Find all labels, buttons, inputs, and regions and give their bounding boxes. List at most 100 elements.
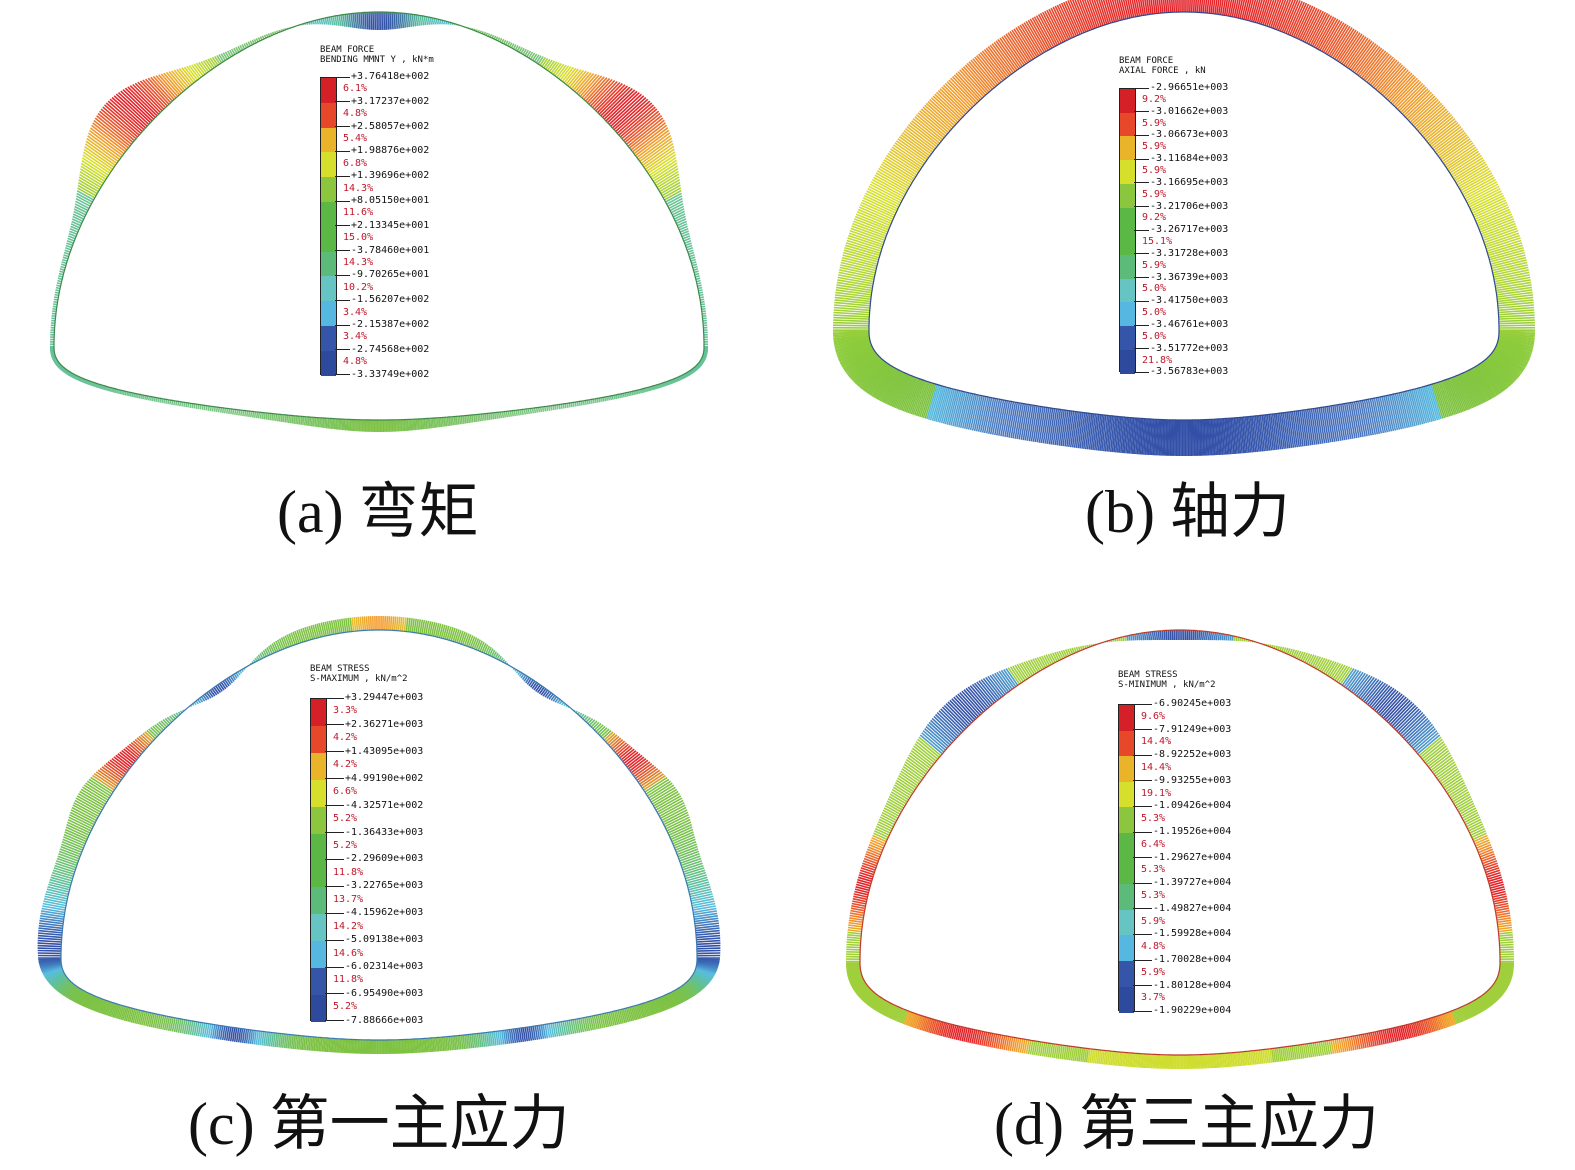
legend-tick-value: -3.11684e+003 [1134, 154, 1228, 164]
legend-tick-value: -1.09426e+004 [1133, 801, 1231, 811]
legend-percent: 6.6% [333, 786, 358, 798]
legend-percent: 5.3% [1141, 813, 1166, 825]
panel-third-principal-stress: BEAM STRESS S-MINIMUM , kN/m^2 -6.90245e+0… [787, 600, 1575, 1170]
panel-first-principal-stress: BEAM STRESS S-MAXIMUM , kN/m^2 +3.29447e+0… [0, 600, 787, 1170]
legend-tick-value: -2.15387e+002 [335, 320, 429, 330]
legend-header: BEAM STRESS S-MINIMUM , kN/m^2 [1118, 670, 1216, 690]
legend-band [1120, 160, 1135, 185]
legend-tick-value: +3.76418e+002 [335, 72, 429, 82]
legend-tick-value: -3.21706e+003 [1134, 201, 1228, 212]
legend-band [321, 276, 336, 302]
legend-percent: 10.2% [343, 281, 374, 293]
legend-band [311, 699, 326, 727]
legend-tick-value: -1.49827e+004 [1133, 903, 1231, 914]
legend-tick-value: -3.41750e+003 [1134, 296, 1228, 306]
legend-percent: 4.8% [343, 356, 368, 368]
legend-band [311, 725, 326, 754]
legend-band [311, 779, 326, 808]
legend-band [321, 127, 336, 153]
legend-tick-value: -3.01662e+003 [1134, 106, 1228, 117]
legend-band [1119, 730, 1134, 757]
legend-percent: 14.6% [333, 947, 364, 959]
legend-band [1119, 961, 1134, 988]
legend-tick-value: -2.96651e+003 [1134, 83, 1228, 93]
legend-percent: 4.8% [1141, 941, 1166, 953]
legend-band [321, 152, 336, 178]
legend-percent: 5.0% [1142, 307, 1167, 319]
legend-percent: 5.3% [1141, 890, 1166, 901]
legend-percent: 14.2% [333, 920, 364, 932]
legend-header: BEAM STRESS S-MAXIMUM , kN/m^2 [310, 664, 408, 684]
legend-tick-value: +1.98876e+002 [335, 146, 429, 156]
legend-band [1120, 89, 1135, 114]
legend-band [1119, 807, 1134, 834]
legend-percent: 5.9% [1142, 117, 1167, 129]
legend-tick-value: +4.99190e+002 [325, 773, 423, 784]
legend-tick-value: -4.32571e+002 [325, 800, 423, 811]
legend-percent: 3.4% [343, 331, 368, 343]
legend-tick-value: -1.36433e+003 [325, 827, 423, 838]
legend-band [1119, 833, 1134, 860]
legend-percent: 6.1% [343, 83, 368, 95]
legend-percent: 5.9% [1142, 259, 1167, 271]
legend-tick-value: -3.16695e+003 [1134, 177, 1228, 188]
tunnel-contour-bending [49, 11, 709, 433]
caption-a: (a) 弯矩 [277, 479, 479, 545]
caption-d: (d) 第三主应力 [994, 1091, 1379, 1157]
legend-tick-value: -6.02314e+003 [325, 962, 423, 972]
legend-tick-value: -3.33749e+002 [335, 369, 429, 380]
legend-tick-value: -3.51772e+003 [1134, 343, 1228, 354]
tunnel-contour-smax [37, 615, 721, 1055]
legend-band [1120, 136, 1135, 161]
legend-percent: 3.7% [1141, 992, 1166, 1004]
contour-hatching [37, 615, 721, 1055]
legend-tick-value: -4.15962e+003 [325, 908, 423, 918]
legend-band [321, 102, 336, 129]
legend-tick-value: -3.36739e+003 [1134, 272, 1228, 283]
legend-tick-value: -1.29627e+004 [1133, 852, 1231, 863]
legend-band [321, 226, 336, 253]
tunnel-outline [859, 629, 1501, 1056]
legend-header-line: AXIAL FORCE , kN [1119, 66, 1206, 76]
legend-band [321, 177, 336, 203]
legend-band [311, 968, 326, 996]
legend-percent: 14.3% [343, 257, 374, 268]
tunnel-outline [868, 11, 1500, 421]
legend-tick-value: +2.58057e+002 [335, 121, 429, 132]
legend-band [1119, 858, 1134, 885]
legend-tick-value: +3.17237e+002 [335, 96, 429, 107]
legend-tick-value: -7.88666e+003 [325, 1015, 423, 1026]
legend-band [1119, 909, 1134, 936]
legend-percent: 5.9% [1142, 188, 1167, 200]
tunnel-outline [60, 629, 698, 1041]
contour-hatching [845, 629, 1515, 1070]
legend-tick-value: -9.93255e+003 [1133, 775, 1231, 786]
legend-band [1120, 349, 1135, 374]
legend-tick-value: -1.19526e+004 [1133, 827, 1231, 837]
legend-header-line: BEAM STRESS [1118, 670, 1178, 680]
legend-band [321, 350, 336, 377]
legend-tick-value: +8.05150e+001 [335, 196, 429, 206]
legend-percent: 13.7% [333, 893, 364, 905]
legend-tick-value: -3.46761e+003 [1134, 320, 1228, 330]
tunnel-contour-smin [845, 629, 1515, 1070]
legend-percent: 5.2% [333, 839, 358, 851]
legend-band [321, 202, 336, 228]
legend-tick-value: -1.56207e+002 [335, 295, 429, 305]
legend-tick-value: -5.09138e+003 [325, 935, 423, 945]
legend-band [311, 752, 326, 781]
legend-percent: 3.3% [333, 705, 358, 717]
legend-band [1119, 705, 1134, 732]
legend-band [1119, 986, 1134, 1013]
legend-tick-value: -1.59928e+004 [1133, 929, 1231, 939]
legend-percent: 4.8% [343, 108, 368, 120]
legend-color-bar [310, 698, 327, 1023]
legend-tick-value: -3.22765e+003 [325, 881, 423, 891]
legend-header-line: BEAM FORCE [320, 45, 375, 55]
legend-percent: 5.0% [1142, 330, 1167, 342]
legend-percent: 21.8% [1142, 354, 1173, 366]
legend-tick-value: -3.26717e+003 [1134, 225, 1228, 235]
legend-tick-value: -1.39727e+004 [1133, 878, 1231, 888]
legend-tick-value: -2.29609e+003 [325, 854, 423, 864]
contour-hatching [832, 0, 1536, 457]
